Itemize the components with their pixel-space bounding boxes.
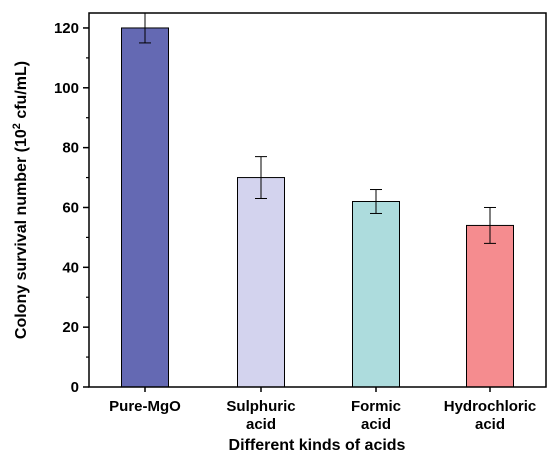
error-bar-2 xyxy=(255,156,267,200)
y-tick-label: 80 xyxy=(62,140,79,157)
x-tick-label-line: acid xyxy=(246,416,276,433)
x-axis-title: Different kinds of acids xyxy=(229,437,406,454)
x-tick-label-line: Sulphuric xyxy=(226,398,295,415)
x-tick-label-3: Formic acid xyxy=(351,398,401,433)
bar-3 xyxy=(352,200,400,388)
x-tick-label-1: Pure-MgO xyxy=(109,398,181,415)
y-axis-title: Colony survival number (102 cfu/mL) xyxy=(11,61,30,339)
y-tick-label: 0 xyxy=(71,379,79,396)
y-tick-label: 40 xyxy=(62,259,79,276)
x-tick-label-line: Formic xyxy=(351,398,401,415)
y-axis-title-main: Colony survival number (10 xyxy=(13,129,30,339)
y-tick-label: 60 xyxy=(62,199,79,216)
error-bars-group xyxy=(139,12,496,244)
y-axis: 0 20 40 60 80 100 120 xyxy=(54,20,89,396)
y-axis-title-superscript: 2 xyxy=(11,123,23,129)
x-tick-label-line: acid xyxy=(361,416,391,433)
x-tick-label-line: Hydrochloric xyxy=(444,398,537,415)
bar-1 xyxy=(121,27,169,388)
error-bar-4 xyxy=(484,206,496,244)
y-tick-label: 120 xyxy=(54,20,79,37)
bar-4 xyxy=(466,224,514,388)
y-tick-label: 20 xyxy=(62,319,79,336)
x-tick-label-line: Pure-MgO xyxy=(109,398,181,415)
x-tick-label-line: acid xyxy=(475,416,505,433)
bars-group xyxy=(121,27,514,388)
x-tick-label-4: Hydrochloric acid xyxy=(444,398,537,433)
x-tick-label-2: Sulphuric acid xyxy=(226,398,295,433)
y-axis-title-unit: cfu/mL) xyxy=(13,61,30,123)
error-bar-3 xyxy=(370,189,382,214)
y-tick-label: 100 xyxy=(54,80,79,97)
plot-frame xyxy=(88,12,547,388)
bar-2 xyxy=(237,177,285,388)
